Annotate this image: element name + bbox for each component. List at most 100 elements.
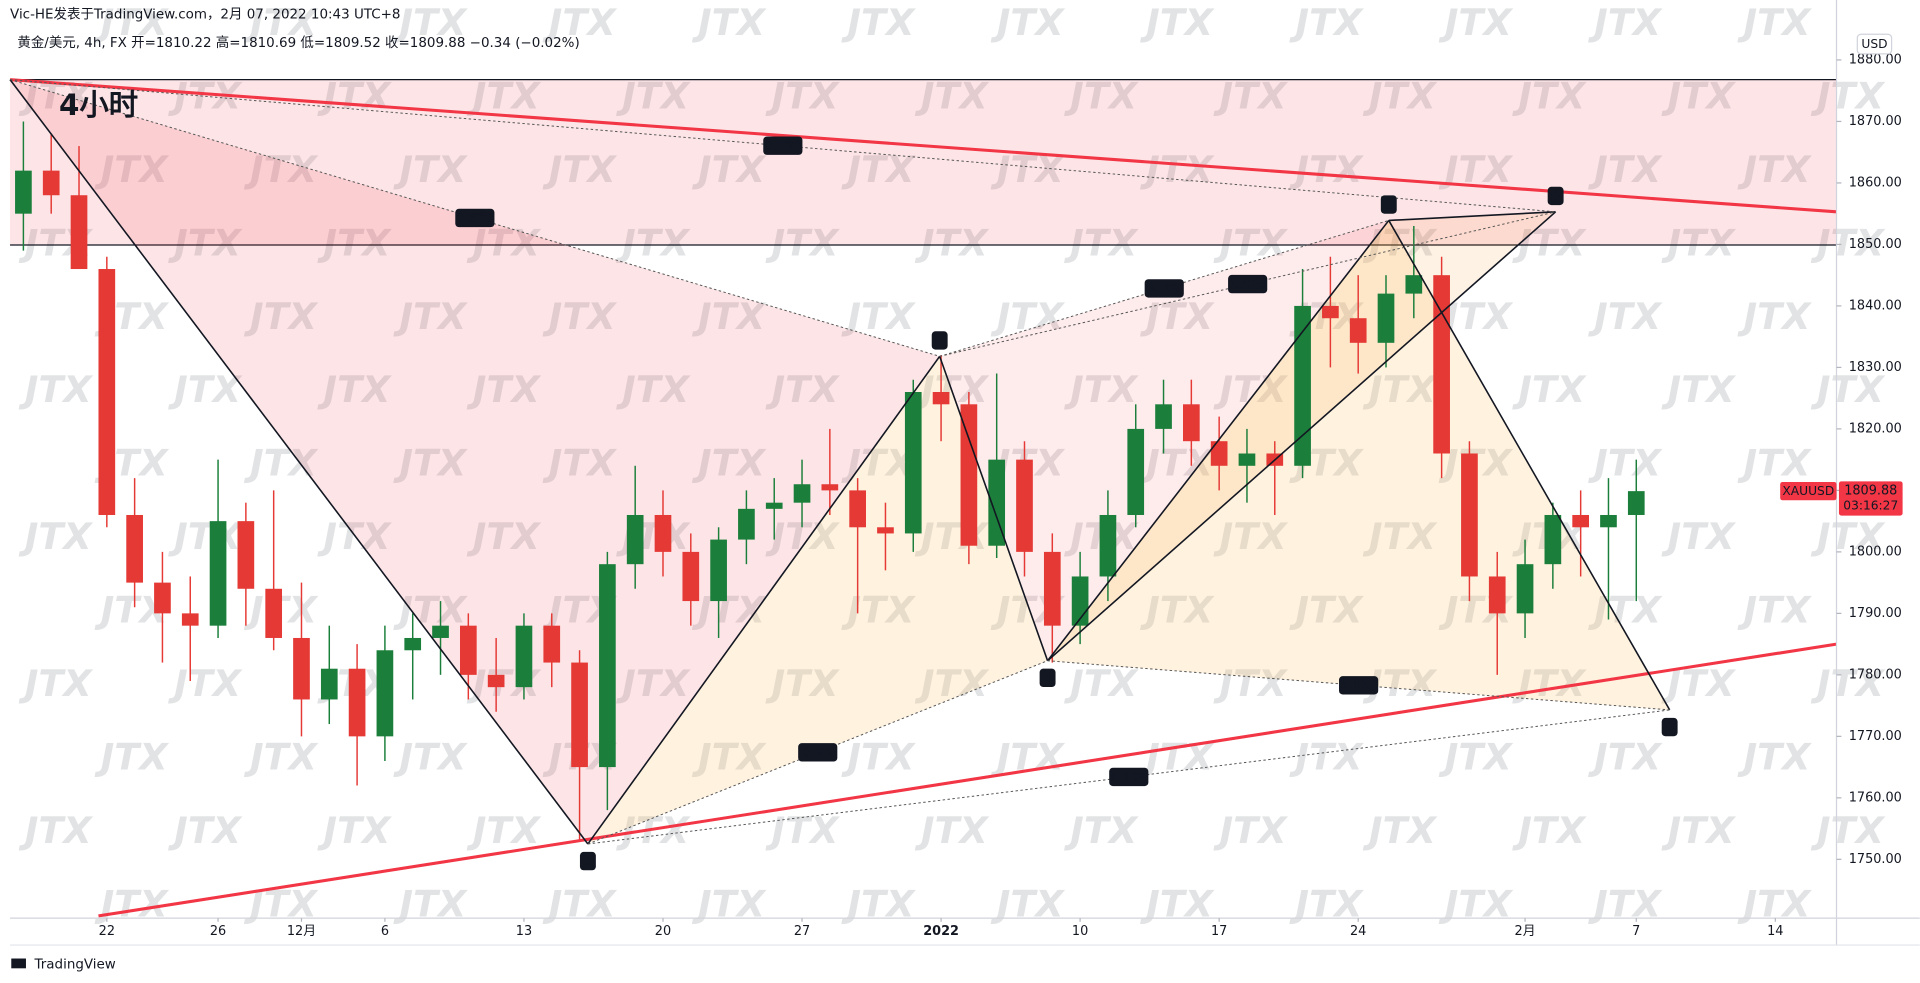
watermark: JTX: [1362, 515, 1438, 558]
candle-body: [1210, 441, 1228, 466]
candle-body: [904, 392, 922, 534]
watermark: JTX: [1511, 221, 1587, 264]
watermark: JTX: [615, 221, 691, 264]
point-box: [579, 851, 596, 871]
watermark: JTX: [840, 295, 916, 338]
x-tick-label: 27: [794, 924, 810, 939]
watermark: JTX: [1063, 809, 1139, 852]
watermark: JTX: [316, 221, 392, 264]
candle-body: [459, 625, 477, 675]
watermark: JTX: [1362, 221, 1438, 264]
candle-body: [960, 404, 978, 546]
point-box: [931, 331, 948, 350]
watermark: JTX: [914, 221, 990, 264]
pattern-leg: [1046, 219, 1390, 662]
x-tick-label: 2022: [923, 924, 959, 939]
ratio-box: [1144, 279, 1184, 298]
candle-body: [1155, 404, 1172, 429]
watermark: JTX: [1213, 515, 1289, 558]
watermark: JTX: [94, 882, 170, 925]
watermark: JTX: [1362, 74, 1438, 117]
watermark: JTX: [691, 1, 767, 44]
candle-body: [710, 539, 727, 602]
watermark: JTX: [542, 882, 618, 925]
watermark: JTX: [1810, 74, 1886, 117]
last-price: 1809.88: [1844, 484, 1897, 499]
candle-body: [988, 459, 1006, 546]
pattern-leg: [1388, 220, 1671, 711]
x-tick-label: 24: [1350, 924, 1366, 939]
watermark: JTX: [764, 368, 840, 411]
watermark: JTX: [94, 735, 170, 778]
candle-body: [1600, 514, 1617, 528]
ratio-box: [455, 208, 495, 228]
watermark: JTX: [243, 295, 319, 338]
watermark: JTX: [764, 221, 840, 264]
ratio-label: 1.474: [1228, 277, 1267, 291]
watermark: JTX: [691, 589, 767, 632]
watermark: JTX: [1661, 74, 1737, 117]
axes: 1750.00 1760.00 1770.00 1780.00 1790.00 1800.…: [99, 52, 1903, 939]
watermark: JTX: [1511, 368, 1587, 411]
symbol-box: [1780, 481, 1837, 501]
candle-body: [738, 508, 755, 540]
watermark: JTX: [1810, 368, 1886, 411]
ratio-box: [798, 743, 838, 762]
watermark: JTX: [1288, 589, 1364, 632]
watermark: JTX: [316, 515, 392, 558]
candle-body: [1516, 564, 1534, 614]
watermark: JTX: [1213, 809, 1289, 852]
point-box: [1380, 195, 1397, 214]
watermark: JTX: [1288, 1, 1364, 44]
candle-body: [15, 170, 32, 214]
watermark: JTX: [1362, 809, 1438, 852]
watermark: JTX: [1213, 74, 1289, 117]
watermark: JTX: [243, 148, 319, 191]
candle-body: [1322, 305, 1339, 319]
watermark: JTX: [1213, 221, 1289, 264]
candle-body: [126, 514, 143, 583]
pattern-labels: 0.636 0.823 1.28 1.474 0.62 1.116 0.785 X A B C D D: [455, 136, 1678, 871]
point-label: A: [935, 334, 945, 348]
candle-body: [70, 195, 88, 270]
point-box: [1661, 717, 1678, 737]
candle-body: [821, 484, 839, 491]
watermark: JTX: [1661, 515, 1737, 558]
candle-body: [42, 170, 60, 196]
last-price-box: [1838, 481, 1903, 516]
watermark: JTX: [764, 74, 840, 117]
watermark: JTX: [840, 1, 916, 44]
ratio-box: [1228, 274, 1268, 294]
watermark: JTX: [316, 368, 392, 411]
y-tick-label: 1750.00: [1849, 852, 1902, 867]
watermark: JTX: [990, 1, 1066, 44]
watermark: JTX: [392, 735, 468, 778]
x-tick-label: 12月: [287, 924, 316, 939]
watermark: JTX: [1810, 221, 1886, 264]
candle-body: [1405, 275, 1423, 294]
symbol-line: 黄金/美元, 4h, FX 开=1810.22 高=1810.69 低=1809…: [17, 34, 579, 51]
x-tick-label: 2月: [1515, 924, 1536, 939]
watermark: JTX: [1362, 368, 1438, 411]
ratio-line: [587, 660, 1048, 845]
watermark: JTX: [1511, 809, 1587, 852]
candle-body: [348, 668, 366, 737]
watermark: JTX: [542, 295, 618, 338]
watermark: JTX: [1288, 882, 1364, 925]
candle-body: [1377, 293, 1395, 343]
watermark: JTX: [1736, 442, 1812, 485]
ratio-box: [763, 136, 803, 155]
candle-body: [237, 521, 255, 589]
candle-body: [571, 662, 588, 768]
watermark: JTX: [1438, 1, 1514, 44]
watermark: JTX: [392, 442, 468, 485]
watermark: JTX: [1661, 221, 1737, 264]
watermark: JTX: [1736, 589, 1812, 632]
watermark: JTX: [316, 74, 392, 117]
pattern-fill: [1047, 220, 1670, 710]
y-tick-label: 1860.00: [1849, 175, 1902, 190]
watermark: JTX: [691, 442, 767, 485]
x-tick-label: 17: [1211, 924, 1227, 939]
